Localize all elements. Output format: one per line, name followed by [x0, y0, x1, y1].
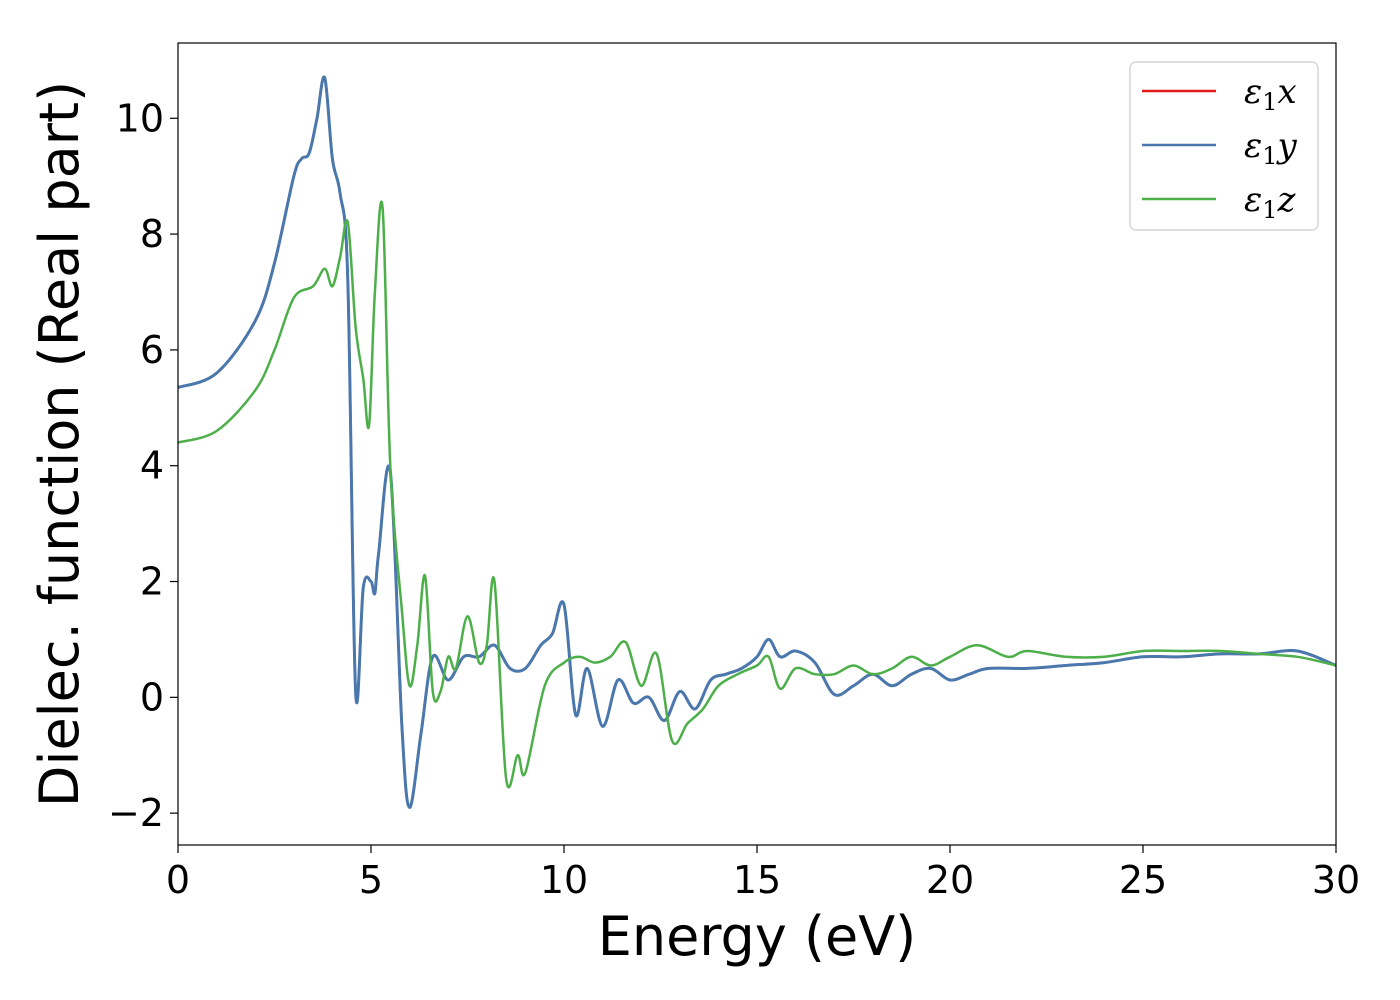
- x-tick-label: 25: [1119, 858, 1167, 902]
- x-tick-label: 0: [166, 858, 190, 902]
- y-tick-label: 2: [140, 560, 164, 604]
- series-line-z: [178, 200, 1336, 789]
- x-axis-ticks: 0 5 10 15 20 25 30: [166, 845, 1360, 902]
- y-axis-label: Dielec. function (Real part): [28, 81, 91, 807]
- legend-label-z: ε1z: [1244, 180, 1297, 224]
- x-tick-label: 15: [733, 858, 781, 902]
- x-tick-label: 5: [359, 858, 383, 902]
- legend-label-y: ε1y: [1244, 126, 1298, 170]
- x-tick-label: 20: [926, 858, 974, 902]
- y-axis-ticks: −2 0 2 4 6 8 10: [108, 96, 178, 835]
- x-tick-label: 10: [540, 858, 588, 902]
- x-axis-label: Energy (eV): [598, 905, 917, 968]
- y-tick-label: 8: [140, 212, 164, 256]
- y-tick-label: −2: [108, 791, 164, 835]
- series-line-y: [178, 75, 1336, 809]
- y-tick-label: 0: [140, 675, 164, 719]
- y-tick-label: 10: [116, 96, 164, 140]
- series-layer: [178, 75, 1336, 809]
- legend-box: [1129, 61, 1319, 231]
- y-tick-label: 4: [140, 444, 164, 488]
- legend-label-x: ε1x: [1244, 72, 1297, 116]
- legend: ε1x ε1y ε1z: [1129, 61, 1319, 231]
- x-tick-label: 30: [1312, 858, 1360, 902]
- y-tick-label: 6: [140, 328, 164, 372]
